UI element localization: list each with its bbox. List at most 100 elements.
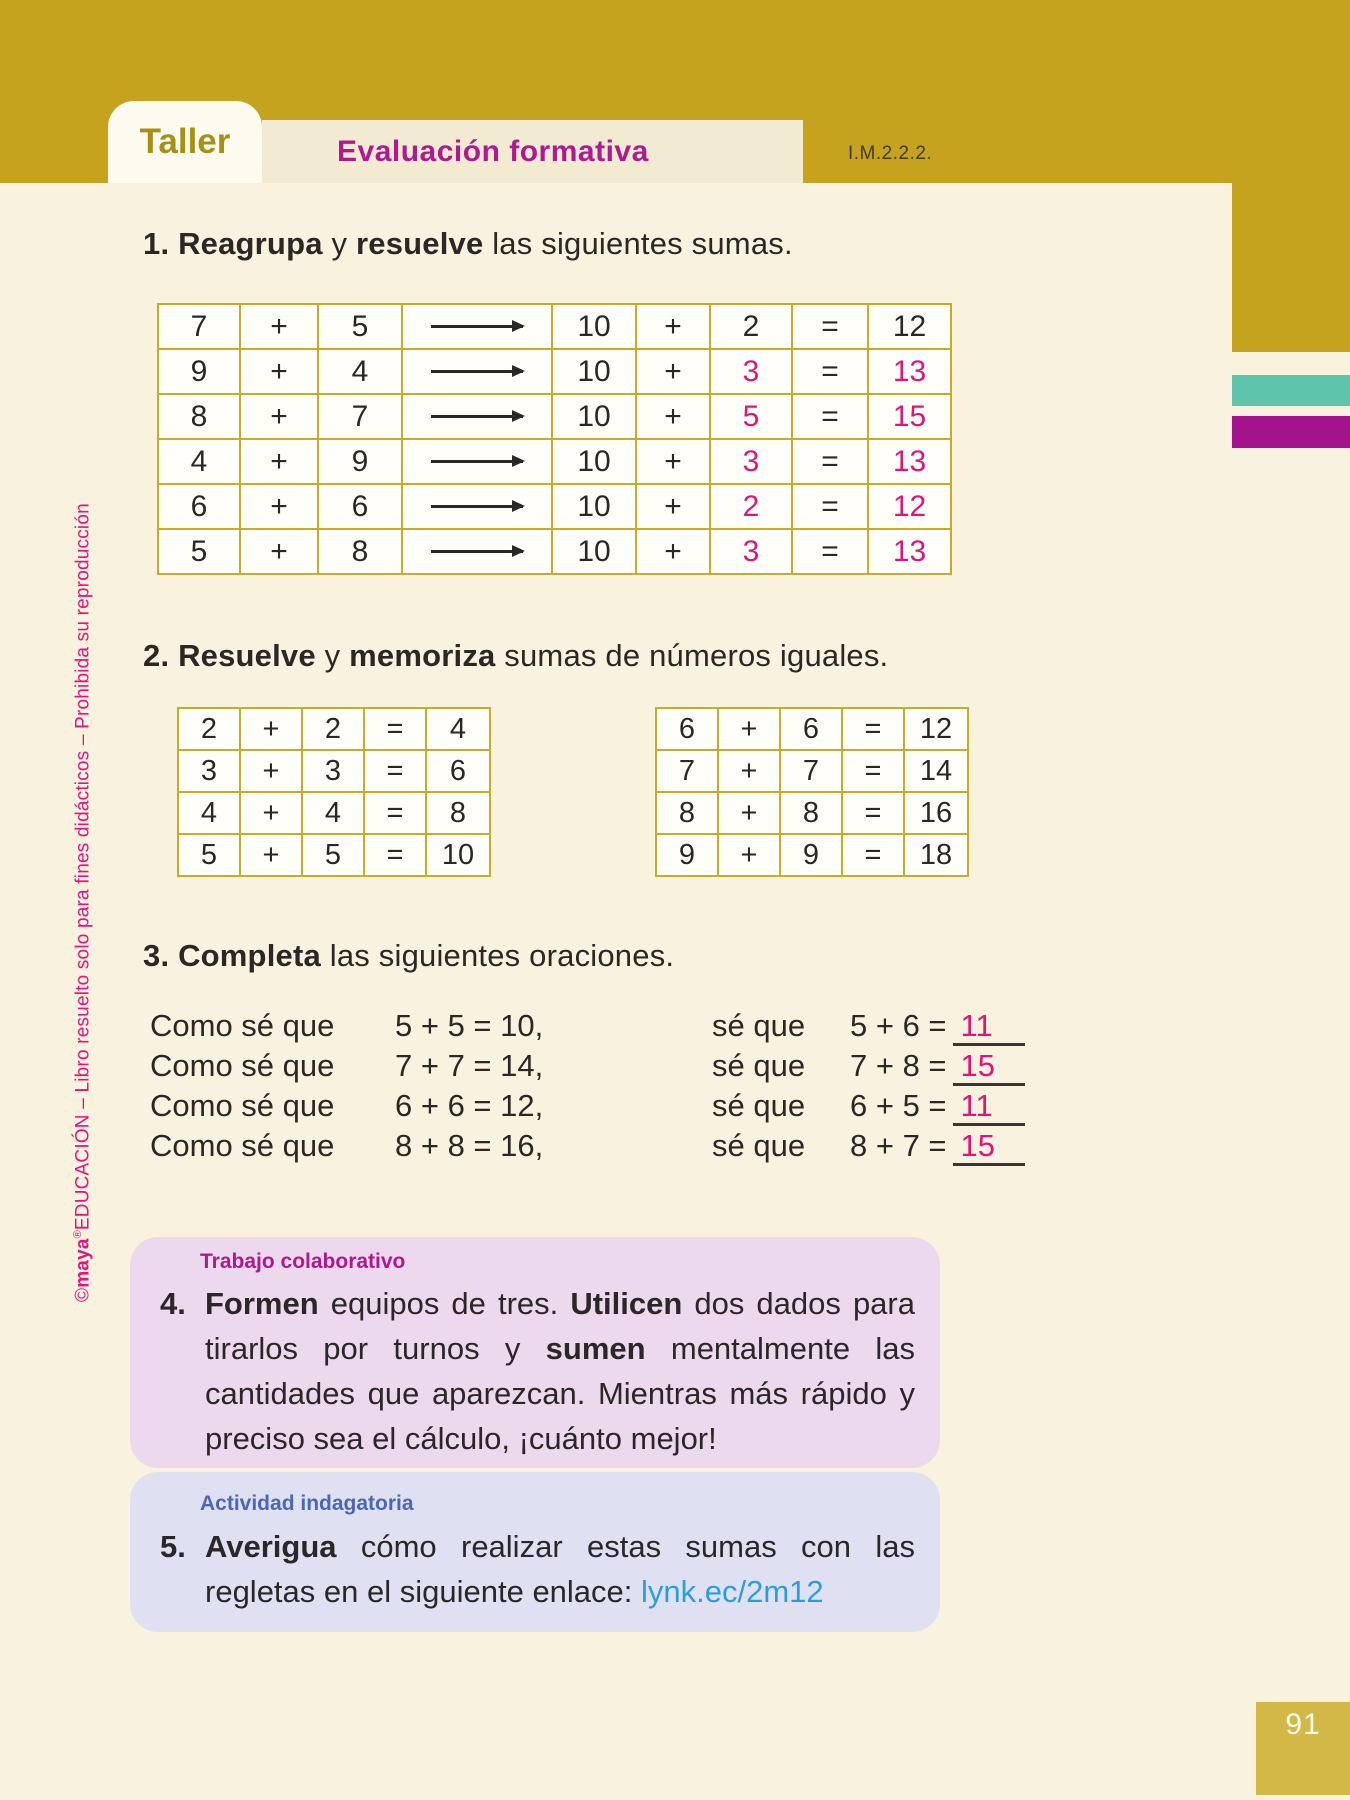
- text-run: y: [322, 226, 356, 261]
- answer-cell: 5: [711, 395, 791, 438]
- table-cell: +: [637, 530, 709, 573]
- answer-cell: 2: [711, 485, 791, 528]
- doubles-table-left: 2 +2 = 4 3 +3 = 6 4 +4 = 8 5 +5 = 10: [177, 707, 491, 877]
- exercise-4-number: 4.: [160, 1286, 186, 1321]
- table-cell: =: [843, 709, 903, 749]
- taller-tab: Taller: [108, 101, 262, 183]
- answer-cell: 13: [869, 350, 950, 393]
- table-cell: =: [793, 485, 867, 528]
- collab-text: Formen equipos de tres. Utilicen dos dad…: [205, 1281, 915, 1461]
- exercise-1-heading: 1. Reagrupa y resuelve las siguientes su…: [143, 226, 793, 262]
- collab-tag: Trabajo colaborativo: [200, 1250, 406, 1273]
- text-run: cómo realizar estas sumas con las reglet…: [205, 1529, 915, 1609]
- como-text: Como sé que: [150, 1128, 335, 1163]
- text-run: 1. Reagrupa: [143, 226, 323, 261]
- inquiry-text: Averigua cómo realizar estas sumas con l…: [205, 1524, 915, 1614]
- table-cell: +: [719, 751, 779, 791]
- se-text: sé que: [712, 1048, 806, 1083]
- table-cell: 6: [159, 485, 239, 528]
- activity-link[interactable]: lynk.ec/2m12: [641, 1574, 824, 1609]
- right-arrow-icon: [431, 500, 525, 511]
- table-cell: 6: [657, 709, 717, 749]
- answer-blank: 11: [952, 1089, 1025, 1126]
- text-run: las siguientes oraciones.: [320, 938, 675, 973]
- table-cell: +: [241, 350, 317, 393]
- page-number-box: 91: [1256, 1702, 1350, 1795]
- table-cell: 6: [319, 485, 401, 528]
- text-run: sumen: [545, 1331, 646, 1366]
- como-text: Como sé que: [150, 1088, 335, 1123]
- text-run: y: [315, 638, 350, 673]
- table-cell: 6: [781, 709, 841, 749]
- answer-cell: 4: [427, 709, 489, 749]
- right-arrow-icon: [431, 365, 525, 376]
- text-run: 3. Completa: [143, 938, 321, 973]
- table-cell: =: [365, 835, 425, 875]
- known-fact: 7 + 7 = 14,: [395, 1048, 544, 1083]
- table-cell: =: [843, 751, 903, 791]
- answer-cell: 6: [427, 751, 489, 791]
- table-cell: 10: [553, 485, 635, 528]
- table-cell: =: [793, 350, 867, 393]
- como-text: Como sé que: [150, 1008, 335, 1043]
- table-cell: 10: [553, 350, 635, 393]
- magenta-stripe: [1232, 416, 1350, 448]
- table-cell: 9: [657, 835, 717, 875]
- right-arrow-icon: [431, 320, 525, 331]
- table-cell: 5: [303, 835, 363, 875]
- table-cell: +: [241, 530, 317, 573]
- table-cell: 8: [781, 793, 841, 833]
- eval-label: Evaluación formativa: [337, 134, 649, 168]
- table-cell: +: [719, 835, 779, 875]
- answer-cell: 15: [869, 395, 950, 438]
- right-arrow-icon: [431, 455, 525, 466]
- table-cell: 5: [179, 835, 239, 875]
- answer-cell: 10: [427, 835, 489, 875]
- table-cell: 4: [319, 350, 401, 393]
- table-cell: 10: [553, 305, 635, 348]
- side-gold-column: [1232, 183, 1350, 352]
- target-sum: 6 + 5 = 11: [850, 1086, 1025, 1126]
- text-run: Formen: [205, 1286, 319, 1321]
- known-fact: 5 + 5 = 10,: [395, 1008, 544, 1043]
- arrow-cell: [403, 350, 551, 393]
- table-cell: +: [241, 793, 301, 833]
- table-cell: 9: [159, 350, 239, 393]
- table-cell: 10: [553, 440, 635, 483]
- table-cell: 8: [657, 793, 717, 833]
- teal-stripe: [1232, 375, 1350, 406]
- answer-cell: 3: [711, 350, 791, 393]
- right-arrow-icon: [431, 410, 525, 421]
- target-sum: 5 + 6 = 11: [850, 1006, 1025, 1046]
- target-expr: 7 + 8 =: [850, 1048, 947, 1083]
- standard-code: I.M.2.2.2.: [848, 143, 933, 164]
- table-cell: =: [365, 751, 425, 791]
- text-run: maya: [72, 1238, 94, 1288]
- table-cell: =: [843, 793, 903, 833]
- answer-cell: 3: [711, 440, 791, 483]
- inquiry-tag: Actividad indagatoria: [200, 1492, 414, 1515]
- answer-cell: 8: [427, 793, 489, 833]
- table-cell: 5: [159, 530, 239, 573]
- table-cell: 5: [319, 305, 401, 348]
- table-cell: +: [719, 793, 779, 833]
- text-run: EDUCACIÓN – Libro resuelto solo para fin…: [72, 503, 94, 1231]
- table-cell: =: [365, 709, 425, 749]
- arrow-cell: [403, 440, 551, 483]
- answer-blank: 15: [952, 1129, 1025, 1166]
- arrow-cell: [403, 485, 551, 528]
- completion-line: Como sé que 6 + 6 = 12, sé que 6 + 5 = 11: [150, 1086, 1025, 1126]
- arrow-cell: [403, 530, 551, 573]
- table-cell: 4: [179, 793, 239, 833]
- table-cell: 12: [869, 305, 950, 348]
- text-run: dos dados para tirarlos por turnos y: [205, 1286, 915, 1366]
- table-cell: +: [241, 485, 317, 528]
- exercise-3-heading: 3. Completa las siguientes oraciones.: [143, 938, 674, 974]
- text-run: 2. Resuelve: [143, 638, 316, 673]
- table-cell: 10: [553, 530, 635, 573]
- table-cell: 9: [319, 440, 401, 483]
- exercise-5-number: 5.: [160, 1529, 186, 1564]
- exercise-2-heading: 2. Resuelve y memoriza sumas de números …: [143, 638, 888, 674]
- answer-cell: 18: [905, 835, 967, 875]
